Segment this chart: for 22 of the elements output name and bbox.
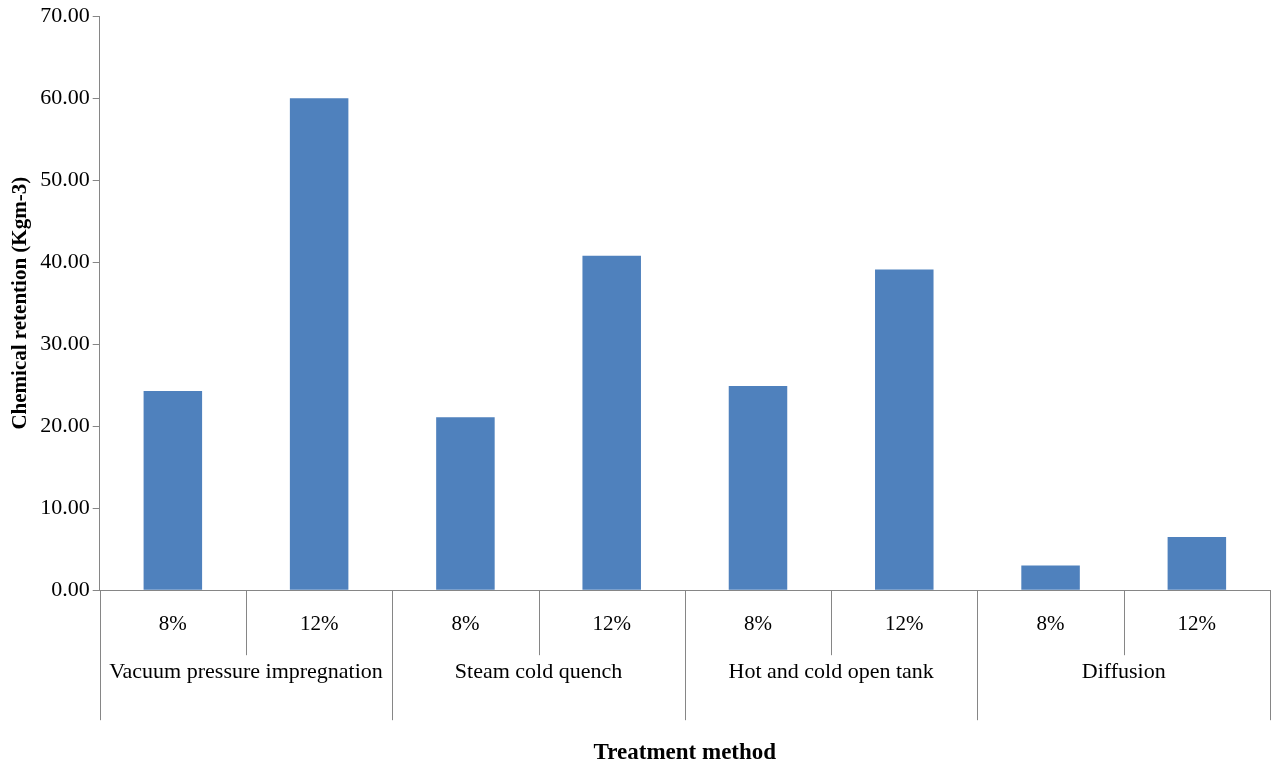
y-tick-label: 10.00 <box>40 493 90 519</box>
y-tick-label: 70.00 <box>40 1 90 27</box>
y-tick-label: 0.00 <box>51 575 90 601</box>
y-axis-title: Chemical retention (Kgm-3) <box>7 176 32 430</box>
y-tick-label: 50.00 <box>40 165 90 191</box>
x-tick-label: 8% <box>743 611 772 636</box>
text: Hot and cold open tank <box>728 657 934 683</box>
text: Steam cold quench <box>454 657 623 683</box>
x-axis-title: Treatment method <box>593 739 777 765</box>
y-tick-label: 30.00 <box>40 329 90 355</box>
x-tick-label: 12% <box>299 611 339 636</box>
x-tick-label: 12% <box>1177 611 1217 636</box>
y-tick-label: 60.00 <box>40 83 90 109</box>
x-tick-label: 8% <box>451 611 480 636</box>
x-tick-label: 8% <box>158 611 187 636</box>
y-tick-label: 40.00 <box>40 247 90 273</box>
text: Diffusion <box>1081 657 1166 683</box>
x-tick-label: 8% <box>1036 611 1065 636</box>
y-tick-label: 20.00 <box>40 411 90 437</box>
x-tick-label: 12% <box>885 611 924 636</box>
x-tick-label: 12% <box>592 611 631 636</box>
text: Vacuum pressure impregnation <box>109 657 383 683</box>
